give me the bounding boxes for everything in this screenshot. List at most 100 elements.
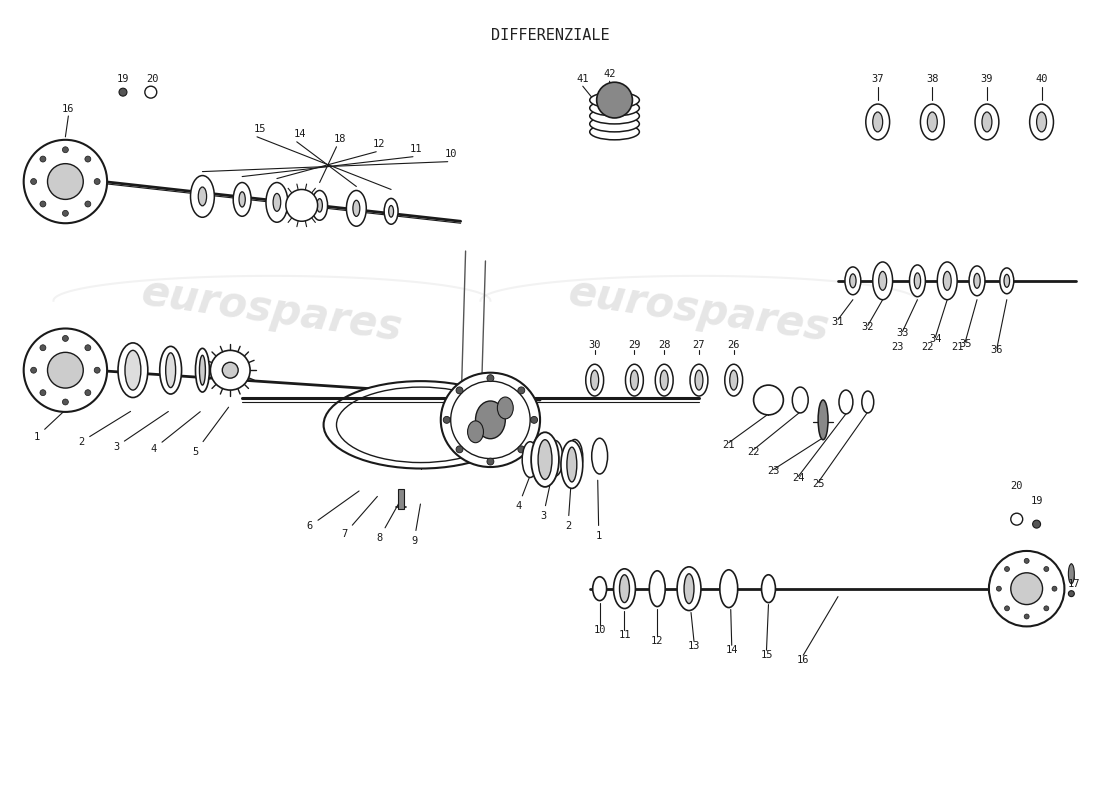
Ellipse shape	[626, 364, 644, 396]
Ellipse shape	[975, 104, 999, 140]
Ellipse shape	[547, 441, 563, 476]
Text: 35: 35	[959, 339, 971, 350]
Ellipse shape	[690, 364, 708, 396]
Ellipse shape	[585, 364, 604, 396]
Circle shape	[210, 350, 250, 390]
Ellipse shape	[538, 440, 552, 479]
Ellipse shape	[311, 190, 328, 220]
Ellipse shape	[239, 192, 245, 207]
Ellipse shape	[522, 442, 538, 478]
Text: 21: 21	[950, 342, 964, 352]
Ellipse shape	[468, 421, 484, 442]
Ellipse shape	[591, 370, 598, 390]
Circle shape	[40, 390, 46, 396]
Text: 16: 16	[62, 104, 75, 114]
Text: 23: 23	[767, 466, 780, 477]
Text: 20: 20	[1011, 482, 1023, 491]
Ellipse shape	[695, 370, 703, 390]
Ellipse shape	[614, 569, 636, 609]
Ellipse shape	[266, 182, 288, 222]
Text: 10: 10	[593, 626, 606, 635]
Ellipse shape	[729, 370, 738, 390]
Ellipse shape	[590, 124, 639, 140]
Text: 34: 34	[930, 334, 942, 345]
Ellipse shape	[879, 271, 887, 290]
Ellipse shape	[630, 370, 638, 390]
Ellipse shape	[590, 92, 639, 108]
Text: 11: 11	[618, 630, 630, 640]
Circle shape	[1004, 566, 1010, 571]
Circle shape	[518, 387, 525, 394]
Ellipse shape	[118, 343, 147, 398]
Text: 7: 7	[341, 497, 377, 539]
Circle shape	[47, 164, 84, 199]
Circle shape	[119, 88, 126, 96]
Ellipse shape	[1036, 112, 1046, 132]
Text: 3: 3	[540, 464, 554, 521]
Text: 22: 22	[921, 342, 934, 352]
Circle shape	[95, 178, 100, 185]
Text: 23: 23	[891, 342, 904, 352]
Text: 28: 28	[658, 340, 671, 350]
Ellipse shape	[656, 364, 673, 396]
Text: 12: 12	[373, 138, 385, 149]
Ellipse shape	[872, 262, 892, 300]
Circle shape	[286, 190, 318, 222]
Ellipse shape	[872, 112, 882, 132]
Text: 6: 6	[307, 491, 359, 531]
Circle shape	[40, 345, 46, 350]
Circle shape	[95, 367, 100, 373]
Text: 1: 1	[596, 480, 602, 541]
Text: 37: 37	[871, 74, 884, 84]
Ellipse shape	[678, 567, 701, 610]
Circle shape	[24, 329, 107, 412]
Circle shape	[997, 586, 1001, 591]
Ellipse shape	[346, 190, 366, 226]
Ellipse shape	[593, 577, 606, 601]
Ellipse shape	[792, 387, 808, 413]
Circle shape	[145, 86, 157, 98]
Ellipse shape	[561, 441, 583, 488]
Text: 31: 31	[832, 317, 844, 326]
Ellipse shape	[590, 116, 639, 132]
Circle shape	[47, 352, 84, 388]
Circle shape	[63, 335, 68, 342]
Text: 39: 39	[981, 74, 993, 84]
Text: 20: 20	[146, 74, 160, 84]
Text: 24: 24	[792, 474, 804, 483]
Circle shape	[40, 156, 46, 162]
Circle shape	[1052, 586, 1057, 591]
Ellipse shape	[590, 100, 639, 116]
Ellipse shape	[166, 353, 176, 387]
Circle shape	[222, 362, 239, 378]
Circle shape	[40, 201, 46, 207]
Text: 15: 15	[760, 650, 772, 660]
Text: 17: 17	[1068, 578, 1080, 589]
Text: 40: 40	[1035, 74, 1048, 84]
Circle shape	[31, 178, 36, 185]
Text: 10: 10	[444, 149, 456, 158]
Ellipse shape	[849, 274, 856, 288]
Circle shape	[85, 390, 91, 396]
Ellipse shape	[566, 447, 576, 482]
Ellipse shape	[914, 273, 921, 289]
Ellipse shape	[384, 198, 398, 224]
Ellipse shape	[566, 439, 583, 475]
Ellipse shape	[353, 200, 360, 216]
Ellipse shape	[719, 570, 738, 607]
Circle shape	[989, 551, 1065, 626]
Ellipse shape	[1068, 564, 1075, 584]
Ellipse shape	[974, 274, 980, 288]
Circle shape	[1024, 614, 1030, 619]
Text: 3: 3	[113, 411, 168, 452]
Ellipse shape	[845, 267, 861, 294]
Ellipse shape	[649, 571, 666, 606]
Text: 27: 27	[693, 340, 705, 350]
Text: 36: 36	[991, 346, 1003, 355]
Ellipse shape	[861, 391, 873, 413]
Text: 11: 11	[409, 144, 422, 154]
Circle shape	[1024, 558, 1030, 563]
Text: 42: 42	[603, 70, 616, 79]
Circle shape	[487, 374, 494, 382]
Circle shape	[31, 367, 36, 373]
